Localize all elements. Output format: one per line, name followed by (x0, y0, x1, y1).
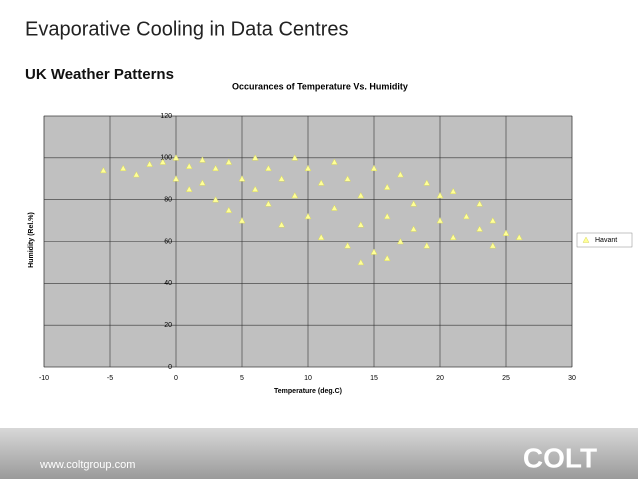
point (159, 158, 167, 165)
point (370, 164, 378, 172)
point (410, 225, 418, 232)
point (185, 185, 193, 192)
point (278, 175, 286, 182)
point (436, 191, 444, 199)
point (344, 175, 352, 182)
point (225, 206, 233, 213)
point (396, 171, 404, 178)
x-tick-label: 25 (502, 375, 510, 382)
y-tick-label: 0 (168, 364, 172, 371)
logo: COLT (523, 442, 597, 473)
y-axis-label: Humidity (Rel.%) (28, 212, 35, 268)
point (317, 233, 325, 241)
point (119, 164, 127, 172)
point (264, 200, 272, 207)
point (198, 156, 206, 163)
point (225, 158, 233, 165)
y-tick-label: 60 (164, 238, 172, 245)
point (449, 187, 457, 195)
point (304, 164, 312, 172)
x-tick-label: 20 (436, 375, 444, 382)
chart-title: Occurances of Temperature Vs. Humidity (232, 81, 408, 91)
x-tick-label: 0 (174, 375, 178, 382)
y-tick-label: 20 (164, 322, 172, 329)
point (462, 212, 470, 220)
legend-marker (582, 236, 590, 243)
x-tick-label: 15 (370, 375, 378, 382)
point (423, 179, 431, 186)
x-tick-label: 10 (304, 375, 312, 382)
x-axis-label: Temperature (deg.C) (274, 388, 342, 395)
point (185, 162, 193, 169)
point (212, 196, 220, 203)
point (449, 233, 457, 241)
point (396, 237, 404, 245)
slide-title: Evaporative Cooling in Data Centres (25, 18, 349, 40)
footer-band (0, 428, 638, 479)
point (502, 229, 510, 236)
point (383, 183, 391, 190)
point (489, 242, 497, 249)
point (172, 154, 180, 161)
point (357, 221, 365, 228)
point (251, 185, 259, 192)
point (436, 217, 444, 224)
point (198, 179, 206, 186)
point (330, 158, 338, 165)
point (370, 248, 378, 255)
point (99, 166, 107, 174)
y-tick-label: 80 (164, 197, 172, 204)
x-tick-label: 5 (240, 375, 244, 382)
point (172, 175, 180, 182)
point (264, 164, 272, 172)
x-tick-label: -5 (107, 375, 113, 382)
point (423, 242, 431, 249)
point (238, 175, 246, 182)
x-tick-label: -10 (39, 375, 49, 382)
x-tick-label: 30 (568, 375, 576, 382)
point (476, 225, 484, 232)
point (291, 154, 299, 161)
point (383, 254, 391, 261)
plot: 0 20 40 60 80 100 120 -10 -5 0 5 10 15 20 25 30 Havant (39, 113, 633, 382)
y-tick-label: 100 (160, 155, 172, 162)
point (476, 200, 484, 207)
point (212, 164, 220, 172)
point (278, 221, 286, 228)
point (304, 212, 312, 220)
point (489, 217, 497, 224)
point (132, 171, 140, 178)
point (357, 258, 365, 266)
point (410, 200, 418, 207)
point (291, 191, 299, 199)
point (330, 204, 338, 211)
footer-url[interactable]: www.coltgroup.com (39, 459, 135, 471)
slide-subtitle: UK Weather Patterns (25, 66, 174, 83)
point (238, 217, 246, 224)
legend-label: Havant (595, 237, 617, 244)
y-tick-label: 120 (160, 113, 172, 120)
y-tick-label: 40 (164, 280, 172, 287)
point (357, 191, 365, 199)
point (344, 242, 352, 249)
legend-box (576, 232, 633, 248)
point (317, 179, 325, 186)
point (251, 154, 259, 161)
point (515, 233, 523, 241)
point (146, 160, 154, 167)
point (383, 212, 391, 220)
